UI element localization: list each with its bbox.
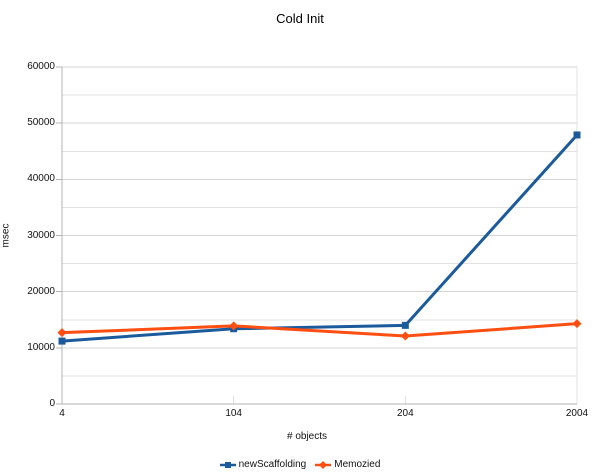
y-tick-label: 40000 (27, 173, 55, 185)
x-tick-label: 2004 (565, 408, 589, 419)
legend-item-Memozied: Memozied (315, 459, 380, 470)
legend-diamond-icon (315, 460, 332, 469)
legend: newScaffolding Memozied (0, 459, 600, 470)
chart-title: Cold Init (276, 11, 324, 26)
series-line-Memozied (61, 322, 578, 338)
diamond-marker-Memozied (400, 331, 410, 341)
diamond-marker-Memozied (57, 328, 67, 338)
square-marker-newScaffolding (573, 131, 581, 139)
x-tick-label: 204 (396, 408, 414, 419)
series-line-newScaffolding (61, 133, 579, 343)
y-tick-label: 30000 (27, 229, 55, 241)
y-tick-label: 50000 (27, 117, 55, 129)
square-marker-newScaffolding (58, 337, 66, 345)
x-tick-label: 104 (225, 408, 242, 419)
legend-square-icon (219, 461, 236, 468)
y-tick-label: 10000 (27, 341, 55, 353)
y-tick-label: 60000 (27, 61, 55, 72)
y-tick-label: 20000 (27, 285, 55, 297)
diamond-marker-Memozied (229, 321, 239, 331)
x-tick-label: 4 (59, 408, 65, 419)
diamond-marker-Memozied (572, 319, 582, 329)
legend-label: Memozied (334, 459, 381, 470)
y-tick-label: 0 (49, 398, 55, 409)
square-marker-newScaffolding (401, 321, 409, 329)
plot-canvas (56, 66, 582, 405)
legend-label: newScaffolding (238, 459, 307, 470)
x-axis-title: # objects (286, 431, 328, 442)
legend-item-newScaffolding: newScaffolding (219, 459, 307, 470)
plot-area (56, 66, 582, 405)
